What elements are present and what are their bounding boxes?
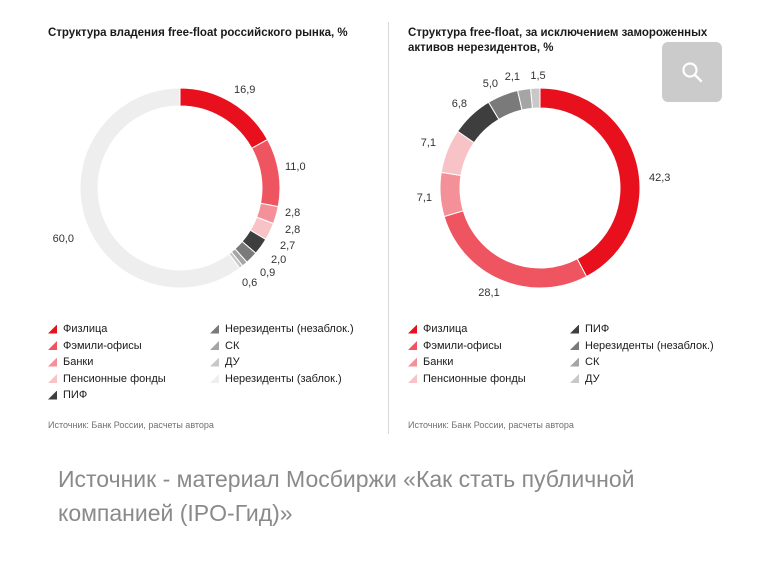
chart-2-data-label-3: 7,1	[421, 137, 436, 149]
chart-2-legend-item: ПИФ	[570, 322, 609, 336]
chart-1-data-label-4: 2,7	[280, 240, 295, 252]
chart-2-data-label-6: 2,1	[505, 71, 520, 83]
legend-label: Физлица	[423, 323, 468, 335]
chart-1-data-label-1: 11,0	[285, 161, 306, 173]
legend-swatch-icon	[210, 341, 219, 350]
legend-swatch-icon	[48, 324, 57, 334]
legend-swatch-icon	[408, 341, 417, 350]
legend-swatch-icon	[48, 390, 57, 400]
chart-2-slice-2	[439, 171, 464, 218]
chart-2-slice-1	[443, 210, 588, 289]
chart-1-source: Источник: Банк России, расчеты автора	[48, 420, 214, 430]
legend-swatch-icon	[570, 324, 579, 334]
chart-2-data-label-5: 5,0	[483, 78, 498, 90]
legend-label: Физлица	[63, 323, 108, 335]
chart-1-data-label-7: 0,6	[242, 277, 257, 289]
legend-label: Фэмили-офисы	[63, 339, 142, 352]
legend-label: Банки	[63, 356, 94, 368]
chart-2-legend-item: Банки	[408, 355, 453, 369]
legend-label: Банки	[423, 356, 454, 368]
legend-swatch-icon	[408, 324, 417, 334]
chart-1-legend-item: СК	[210, 339, 239, 353]
chart-2-legend-item: СК	[570, 355, 599, 369]
chart-1-legend-item: Банки	[48, 355, 93, 369]
chart-1-data-label-2: 2,8	[285, 207, 300, 219]
chart-1-data-label-8: 60,0	[53, 233, 74, 245]
chart-1-legend-item: ПИФ	[48, 388, 87, 402]
legend-label: Нерезиденты (заблок.)	[225, 372, 342, 385]
legend-label: Нерезиденты (незаблок.)	[585, 339, 714, 352]
chart-1-data-label-6: 0,9	[260, 267, 275, 279]
zoom-search-button[interactable]	[662, 42, 722, 102]
legend-swatch-icon	[408, 374, 417, 383]
chart-2-data-label-1: 28,1	[478, 287, 499, 299]
legend-swatch-icon	[570, 341, 579, 350]
chart-1-legend-item: Нерезиденты (незаблок.)	[210, 322, 354, 336]
legend-label: ДУ	[225, 356, 240, 368]
chart-2-title: Структура free-float, за исключением зам…	[408, 27, 708, 54]
chart-1-legend-item: Фэмили-офисы	[48, 339, 142, 353]
legend-label: ПИФ	[585, 323, 610, 335]
legend-swatch-icon	[210, 324, 219, 334]
legend-label: Пенсионные фонды	[63, 372, 166, 385]
legend-label: СК	[225, 339, 240, 352]
chart-2-slice-0	[539, 87, 641, 278]
legend-swatch-icon	[48, 374, 57, 383]
chart-2-data-label-7: 1,5	[530, 70, 545, 82]
panel-divider	[388, 22, 389, 434]
chart-2-legend-item: ДУ	[570, 372, 600, 386]
chart-2-slice-7	[530, 87, 541, 109]
chart-2-data-label-2: 7,1	[417, 192, 432, 204]
chart-1-legend-item: Пенсионные фонды	[48, 372, 166, 386]
chart-2-data-label-4: 6,8	[452, 98, 467, 110]
chart-1-legend-item: Нерезиденты (заблок.)	[210, 372, 342, 386]
legend-swatch-icon	[570, 374, 579, 383]
chart-1-data-label-0: 16,9	[234, 84, 255, 96]
legend-label: Пенсионные фонды	[423, 372, 526, 385]
legend-swatch-icon	[210, 374, 219, 383]
image-caption: Источник - материал Мосбиржи «Как стать …	[58, 466, 635, 526]
chart-1-slice-8	[79, 87, 241, 289]
chart-1-legend-item: Физлица	[48, 322, 107, 336]
legend-swatch-icon	[48, 341, 57, 350]
chart-1-data-label-5: 2,0	[271, 254, 286, 266]
chart-2-legend-item: Физлица	[408, 322, 467, 336]
legend-swatch-icon	[210, 357, 219, 367]
chart-2-data-label-0: 42,3	[649, 172, 670, 184]
legend-label: СК	[585, 356, 600, 368]
legend-label: ДУ	[585, 372, 600, 385]
legend-swatch-icon	[48, 357, 57, 367]
legend-label: Нерезиденты (незаблок.)	[225, 323, 354, 335]
chart-1-title: Структура владения free-float российског…	[48, 27, 348, 39]
chart-1-legend-item: ДУ	[210, 355, 240, 369]
search-icon	[682, 62, 703, 83]
legend-swatch-icon	[408, 357, 417, 367]
chart-2-legend-item: Пенсионные фонды	[408, 372, 526, 386]
legend-label: Фэмили-офисы	[423, 339, 502, 352]
chart-2-legend-item: Нерезиденты (незаблок.)	[570, 339, 714, 353]
chart-2-source: Источник: Банк России, расчеты автора	[408, 420, 574, 430]
chart-1-data-label-3: 2,8	[285, 224, 300, 236]
legend-label: ПИФ	[63, 389, 88, 401]
chart-2-legend-item: Фэмили-офисы	[408, 339, 502, 353]
legend-swatch-icon	[570, 357, 579, 367]
